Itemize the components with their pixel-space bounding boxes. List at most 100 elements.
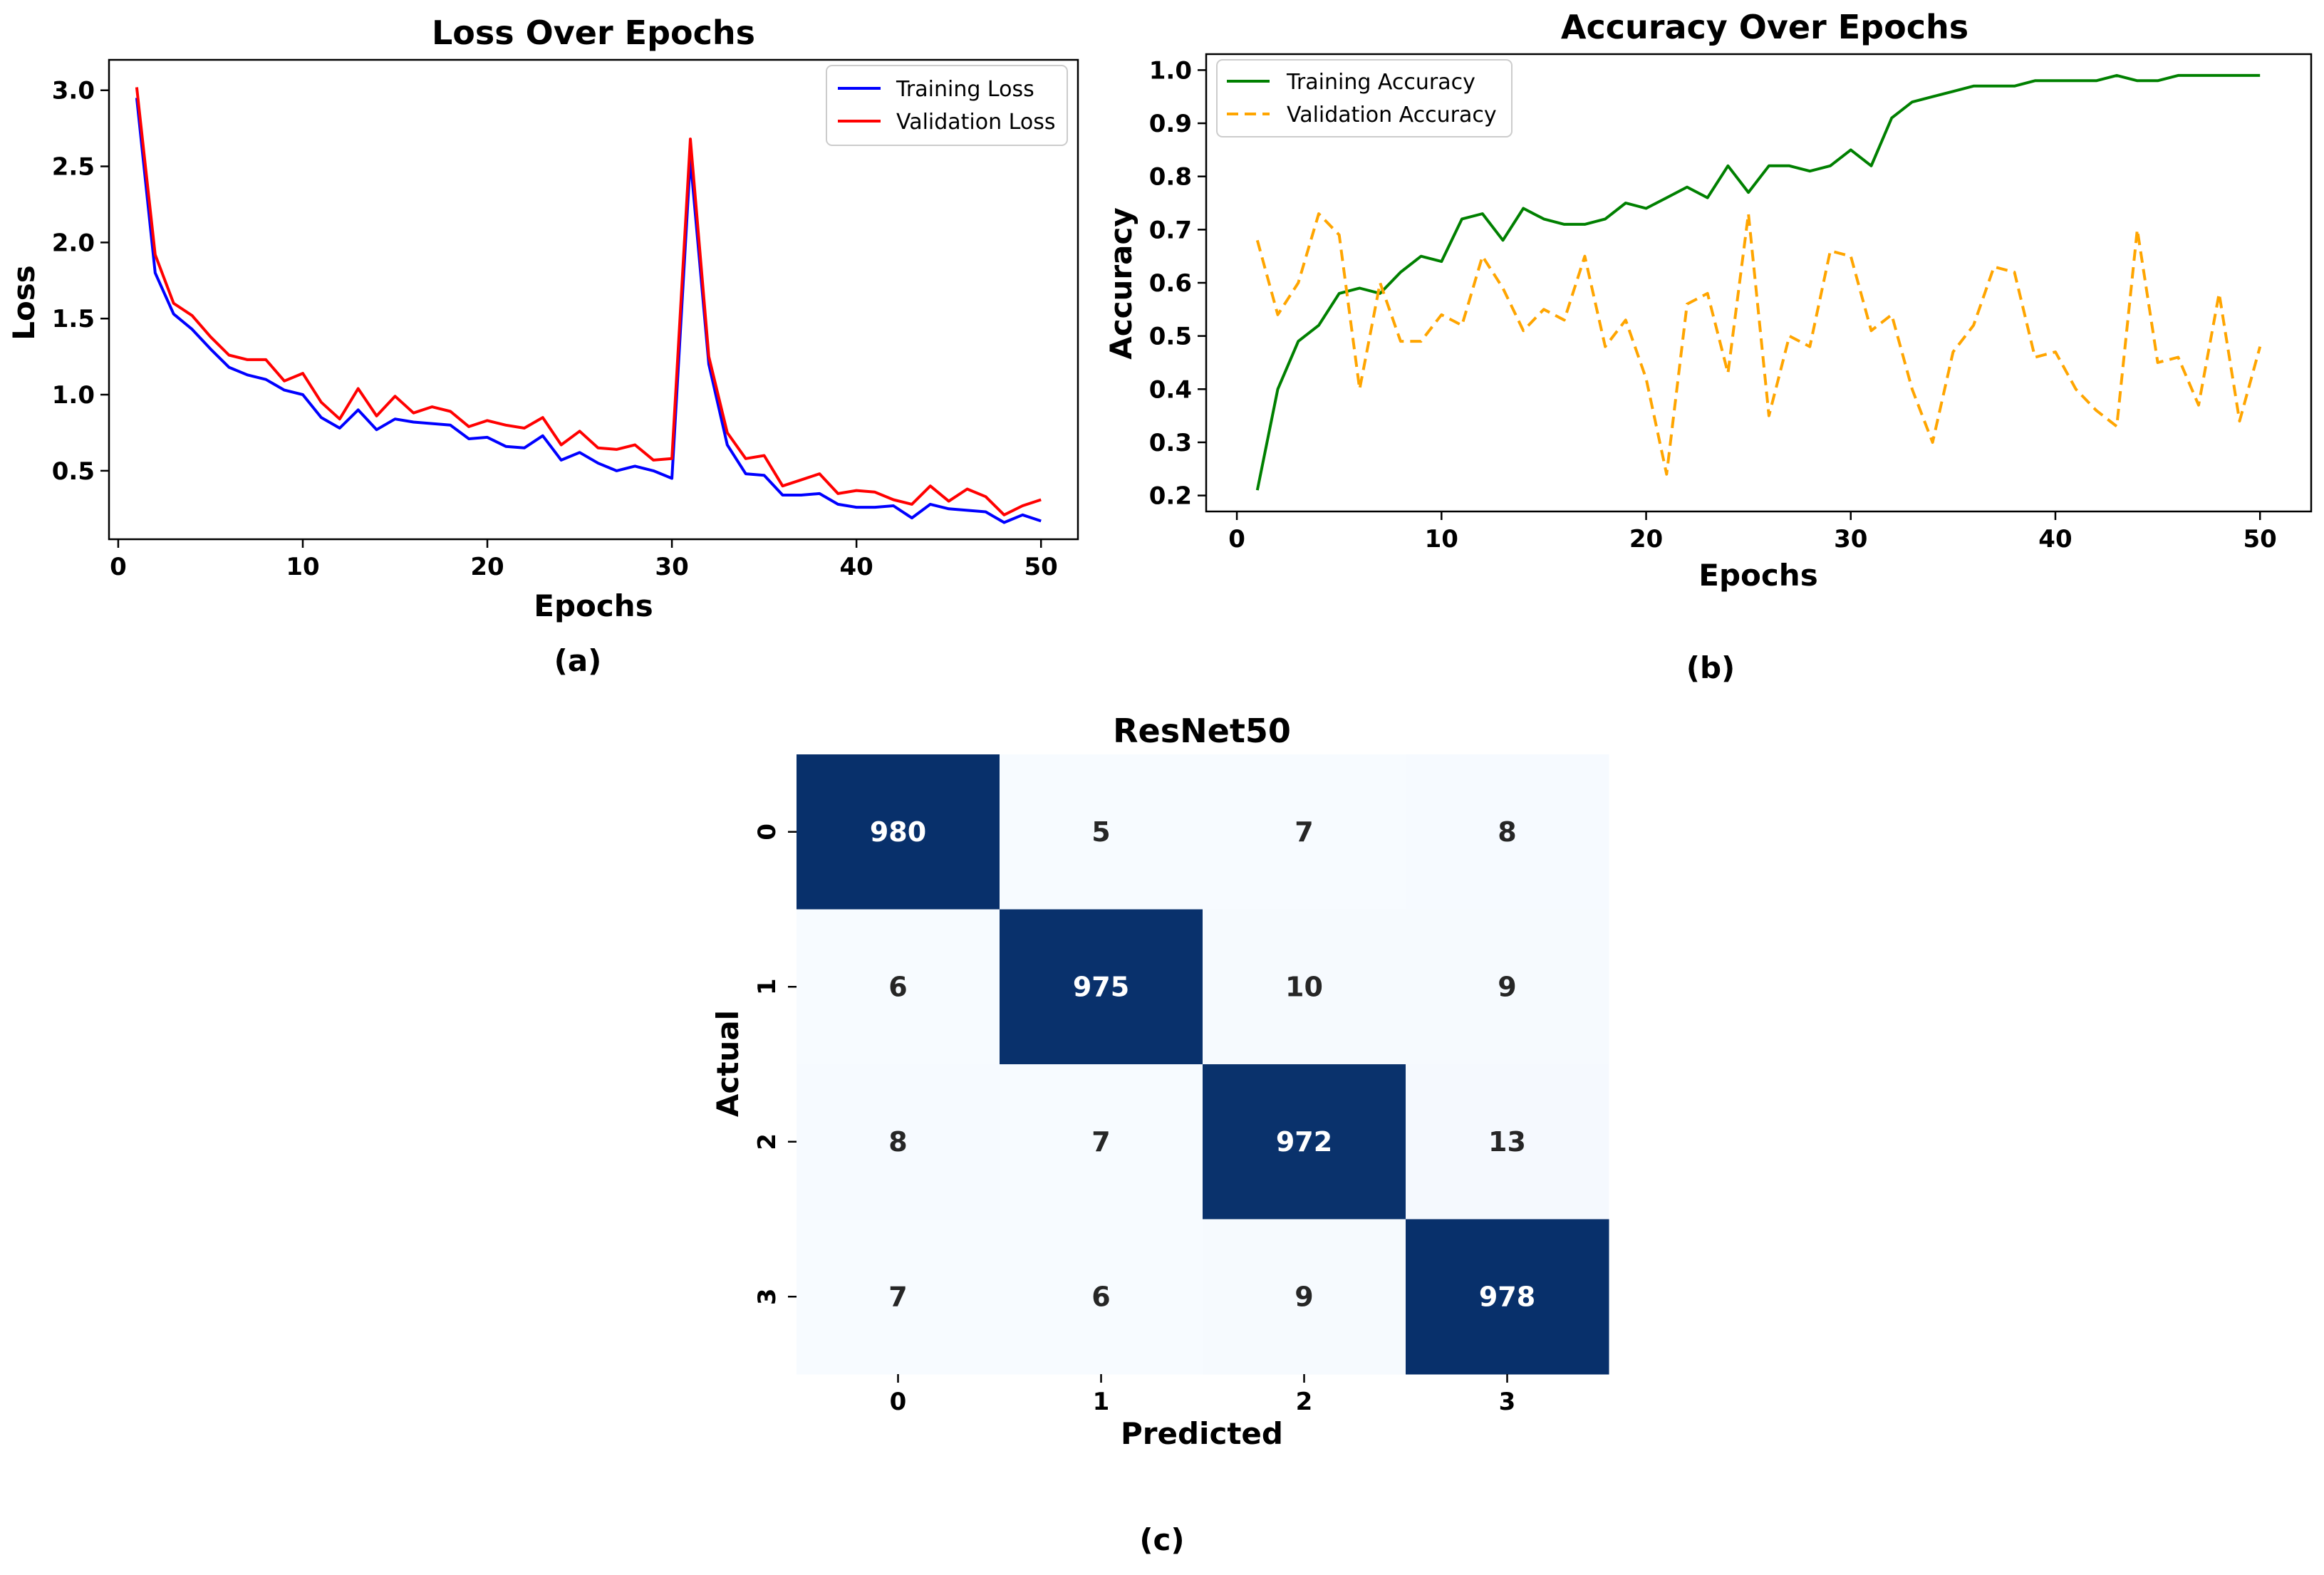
x-tick-label-10: 10 (286, 553, 319, 581)
cell-value-1-0: 6 (888, 971, 907, 1002)
y-tick-label-2-5: 2.5 (52, 153, 95, 182)
cm-y-tick-label-1: 1 (753, 978, 782, 995)
y-tick-label-0-4: 0.4 (1149, 375, 1192, 404)
cm-y-tick-label-2: 2 (753, 1133, 782, 1150)
cell-value-2-1: 7 (1091, 1126, 1110, 1158)
confusion-matrix-title: ResNet50 (1113, 712, 1291, 750)
legend-label-training-loss: Training Loss (896, 77, 1034, 102)
x-tick-label-30: 30 (1834, 525, 1867, 553)
cell-0-0 (797, 754, 1000, 910)
confusion-x-axis-label: Predicted (1121, 1416, 1283, 1451)
cell-2-1 (1000, 1064, 1203, 1220)
caption-c: (c) (1139, 1522, 1184, 1557)
cell-value-3-3: 978 (1479, 1281, 1535, 1312)
series-line-training-accuracy (1255, 73, 2261, 491)
confusion-matrix-cells: 980 5 7 8 6 975 10 9 8 7 972 13 7 6 9 978 (797, 754, 1609, 1375)
x-tick-label-50: 50 (2243, 525, 2277, 553)
loss-legend: Training Loss Validation Loss (826, 65, 1068, 146)
cell-1-1 (1000, 909, 1203, 1065)
cell-value-2-0: 8 (888, 1126, 907, 1158)
loss-y-ticks: 0.5 1.0 1.5 2.0 2.5 3.0 (52, 77, 109, 486)
y-tick-label-2-0: 2.0 (52, 229, 95, 257)
cm-x-tick-label-1: 1 (1093, 1388, 1110, 1416)
cell-value-0-1: 5 (1091, 816, 1110, 848)
cell-value-1-2: 10 (1285, 971, 1323, 1002)
accuracy-legend: Training Accuracy Validation Accuracy (1216, 59, 1513, 137)
accuracy-y-axis-label: Accuracy (1104, 207, 1138, 360)
cell-value-3-0: 7 (888, 1281, 907, 1312)
y-tick-label-1-0: 1.0 (52, 381, 95, 410)
cell-3-1 (1000, 1219, 1203, 1375)
cell-value-0-2: 7 (1295, 816, 1313, 848)
legend-label-validation-accuracy: Validation Accuracy (1287, 103, 1497, 128)
y-tick-label-3-0: 3.0 (52, 77, 95, 105)
cell-2-0 (797, 1064, 1000, 1220)
accuracy-y-ticks: 0.2 0.3 0.4 0.5 0.6 0.7 0.8 0.9 1.0 (1149, 56, 1206, 511)
accuracy-series (1255, 73, 2262, 491)
loss-y-axis-label: Loss (6, 265, 41, 341)
cell-1-2 (1203, 909, 1406, 1065)
cell-value-2-3: 13 (1488, 1126, 1526, 1158)
cell-value-3-1: 6 (1091, 1281, 1110, 1312)
cm-x-tick-label-0: 0 (890, 1388, 907, 1416)
y-tick-label-0-5: 0.5 (52, 457, 95, 486)
series-line-training-loss (135, 98, 1042, 524)
confusion-matrix-ticks: 0 1 2 3 0 1 2 3 (753, 823, 1515, 1416)
confusion-y-axis-label: Actual (710, 1010, 745, 1117)
cell-value-1-1: 975 (1073, 971, 1129, 1002)
x-tick-label-50: 50 (1024, 553, 1058, 581)
caption-b: (b) (1686, 650, 1735, 685)
legend-label-training-accuracy: Training Accuracy (1286, 70, 1475, 95)
loss-legend-box (826, 65, 1068, 146)
y-tick-label-0-2: 0.2 (1149, 482, 1192, 511)
loss-x-ticks: 0 10 20 30 40 50 (110, 539, 1058, 581)
cell-value-1-3: 9 (1498, 971, 1516, 1002)
cell-0-3 (1406, 754, 1609, 910)
x-tick-label-40: 40 (2038, 525, 2072, 553)
cm-x-tick-label-2: 2 (1296, 1388, 1313, 1416)
accuracy-x-axis-label: Epochs (1698, 558, 1817, 593)
cell-3-2 (1203, 1219, 1406, 1375)
cell-value-3-2: 9 (1295, 1281, 1313, 1312)
caption-a: (a) (554, 643, 602, 678)
accuracy-legend-box (1216, 59, 1513, 137)
x-tick-label-40: 40 (839, 553, 873, 581)
y-tick-label-0-3: 0.3 (1149, 429, 1192, 457)
cell-value-2-2: 972 (1276, 1126, 1332, 1158)
series-line-validation-loss (135, 87, 1042, 516)
y-tick-label-0-5: 0.5 (1149, 323, 1192, 351)
y-tick-label-0-9: 0.9 (1149, 110, 1192, 138)
cell-3-3 (1406, 1219, 1609, 1375)
x-tick-label-20: 20 (470, 553, 504, 581)
accuracy-chart: Accuracy Over Epochs 0 10 20 30 40 50 0.20.30… (1104, 8, 2313, 685)
loss-series (135, 87, 1042, 524)
y-tick-label-1-0: 1.0 (1149, 56, 1192, 85)
y-tick-label-0-6: 0.6 (1149, 269, 1192, 298)
loss-plot-frame (108, 58, 1079, 541)
x-tick-label-10: 10 (1425, 525, 1458, 553)
loss-x-axis-label: Epochs (534, 588, 653, 623)
cell-0-2 (1203, 754, 1406, 910)
x-tick-label-30: 30 (655, 553, 688, 581)
cell-value-0-0: 980 (870, 816, 926, 848)
cm-y-tick-label-3: 3 (753, 1288, 782, 1305)
series-line-validation-accuracy (1255, 212, 2262, 476)
accuracy-chart-title: Accuracy Over Epochs (1561, 8, 1968, 46)
cell-1-0 (797, 909, 1000, 1065)
cell-1-3 (1406, 909, 1609, 1065)
x-tick-label-0: 0 (110, 553, 127, 581)
cell-3-0 (797, 1219, 1000, 1375)
cm-x-tick-label-3: 3 (1499, 1388, 1516, 1416)
x-tick-label-20: 20 (1629, 525, 1663, 553)
loss-chart: Loss Over Epochs 0 10 20 30 40 50 0.5 1.0 1.5 2.… (6, 14, 1079, 678)
y-tick-label-0-7: 0.7 (1149, 216, 1192, 244)
cell-2-2 (1203, 1064, 1406, 1220)
cell-0-1 (1000, 754, 1203, 910)
accuracy-x-ticks: 0 10 20 30 40 50 (1228, 511, 2277, 553)
y-tick-label-0-8: 0.8 (1149, 163, 1192, 192)
cell-value-0-3: 8 (1498, 816, 1516, 848)
cm-y-tick-label-0: 0 (753, 823, 782, 841)
y-tick-label-1-5: 1.5 (52, 305, 95, 333)
